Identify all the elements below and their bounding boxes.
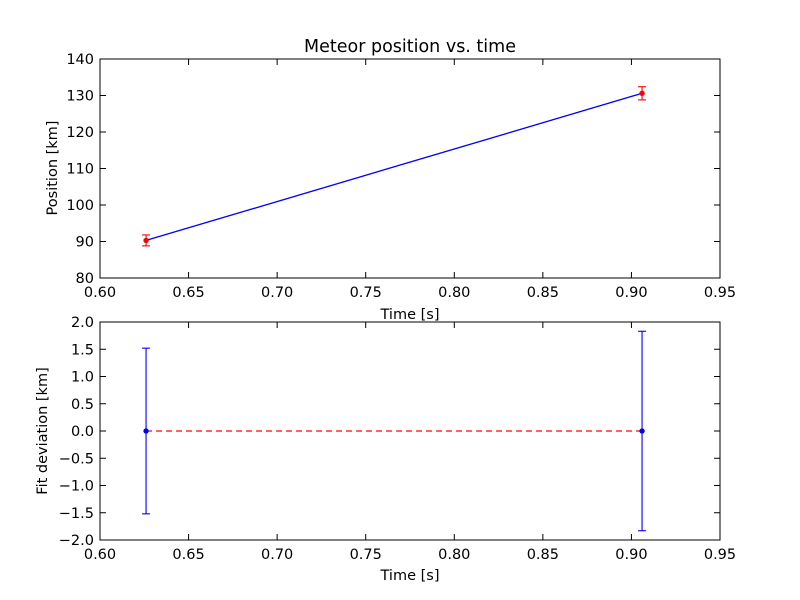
position-chart-title: Meteor position vs. time [304,37,516,57]
position-y-tick-label: 90 [76,235,94,251]
position-x-tick-label: 0.90 [615,285,647,301]
deviation-y-tick-label: 0.5 [71,397,94,413]
deviation-y-tick-label: −0.5 [59,451,94,467]
deviation-y-tick-label: −1.5 [59,506,94,522]
deviation-x-tick-label: 0.60 [84,547,116,563]
deviation-x-tick-label: 0.95 [704,547,736,563]
position-x-tick-label: 0.60 [84,285,116,301]
deviation-x-tick-label: 0.90 [615,547,647,563]
deviation-x-tick-label: 0.80 [438,547,470,563]
deviation-x-tick-label: 0.65 [172,547,204,563]
position-plot-data [142,86,647,247]
position-y-axis-label: Position [km] [45,121,61,216]
deviation-data-point [143,428,149,434]
position-y-tick-label: 120 [66,125,94,141]
position-data-point [639,90,645,97]
position-y-tick-label: 100 [66,198,94,214]
deviation-y-tick-label: 1.0 [71,370,94,386]
deviation-x-tick-label: 0.75 [350,547,382,563]
deviation-x-tick-label: 0.85 [527,547,559,563]
deviation-x-axis-label: Time [s] [380,568,440,584]
position-plot-ticks: 0.60 0.65 0.70 0.75 0.80 0.85 0.90 0.95 80 90 100 1… [66,52,736,301]
position-data-point [143,237,149,244]
position-x-tick-label: 0.80 [438,285,470,301]
deviation-y-tick-label: −1.0 [59,479,94,495]
position-y-tick-label: 110 [66,162,94,178]
position-x-tick-label: 0.75 [350,285,382,301]
deviation-plot-data [142,330,647,532]
position-y-tick-label: 80 [76,271,94,287]
position-y-tick-label: 130 [66,89,94,105]
position-x-tick-label: 0.65 [172,285,204,301]
position-x-axis-label: Time [s] [380,307,440,323]
deviation-subplot: 0.60 0.65 0.70 0.75 0.80 0.85 0.90 0.95 −2.0 −1.5… [35,315,736,584]
deviation-x-tick-label: 0.70 [261,547,293,563]
position-x-tick-label: 0.70 [261,285,293,301]
deviation-y-tick-label: 0.0 [71,424,94,440]
position-x-tick-label: 0.85 [527,285,559,301]
position-fit-line-line [145,92,643,242]
position-x-tick-label: 0.95 [704,285,736,301]
deviation-data-point [639,428,645,434]
position-subplot: Meteor position vs. time 0.60 0.65 0.70 0.7… [45,37,736,323]
position-y-tick-label: 140 [66,52,94,68]
deviation-y-tick-label: −2.0 [59,533,94,549]
deviation-y-axis-label: Fit deviation [km] [35,367,51,494]
deviation-y-tick-label: 2.0 [71,315,94,331]
deviation-plot-ticks: 0.60 0.65 0.70 0.75 0.80 0.85 0.90 0.95 −2.0 −1.5… [59,315,736,563]
deviation-y-tick-label: 1.5 [71,342,94,358]
